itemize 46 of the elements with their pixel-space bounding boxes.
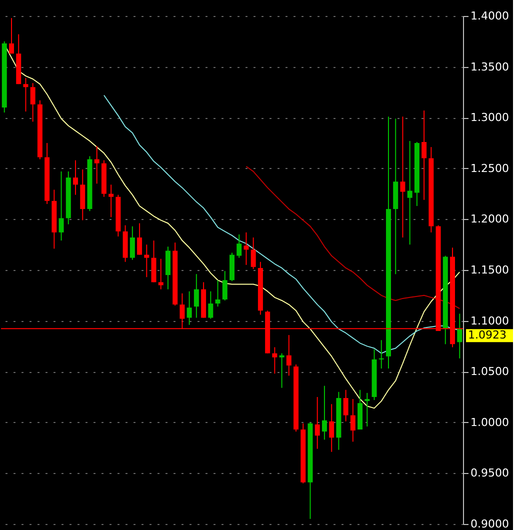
candlestick — [422, 110, 427, 200]
candlestick — [73, 160, 78, 196]
candlestick — [144, 244, 150, 278]
candlestick — [250, 236, 256, 270]
candlestick — [286, 334, 292, 376]
candlestick — [350, 398, 356, 442]
candlestick — [94, 146, 100, 184]
candlestick — [457, 313, 462, 359]
candlestick — [272, 346, 278, 374]
y-tick-label: 1.0000 — [470, 416, 509, 429]
candlestick — [186, 290, 192, 326]
candlestick — [108, 184, 114, 218]
y-tick-label: 1.1500 — [470, 264, 509, 276]
y-tick-label: 1.3500 — [470, 60, 509, 74]
candlestick — [158, 258, 164, 290]
candlestick — [279, 352, 284, 388]
y-tick-label: 1.0500 — [470, 365, 509, 378]
line-series — [246, 166, 460, 310]
candlestick — [314, 396, 320, 450]
y-tick-label: 1.3000 — [470, 111, 509, 124]
candlestick — [236, 234, 242, 258]
y-tick-label: 0.9000 — [470, 518, 509, 530]
y-tick-label: 0.9500 — [470, 466, 509, 480]
y-tick-label: 1.1000 — [470, 314, 509, 328]
candlestick — [244, 232, 249, 266]
candlestick — [400, 116, 406, 238]
candlestick — [23, 77, 28, 112]
candlestick — [137, 222, 142, 256]
y-tick-label: 1.2500 — [470, 162, 509, 175]
candlestick — [322, 385, 327, 440]
candlestick — [130, 226, 135, 260]
candlestick — [329, 404, 334, 452]
candlestick — [407, 140, 412, 246]
ref-line-label: 1.0923 — [468, 328, 506, 342]
candlestick — [378, 340, 384, 370]
candlestick — [208, 290, 214, 320]
candlestick — [222, 270, 228, 301]
candlestick — [343, 389, 348, 422]
candlestick — [364, 392, 370, 427]
y-tick-label: 1.2000 — [470, 212, 509, 226]
candlestick — [194, 274, 199, 318]
candlestick — [58, 170, 64, 242]
candlestick — [215, 280, 220, 308]
candlestick — [8, 18, 14, 54]
candlestick — [30, 82, 36, 122]
y-tick-label: 1.4000 — [470, 10, 509, 22]
